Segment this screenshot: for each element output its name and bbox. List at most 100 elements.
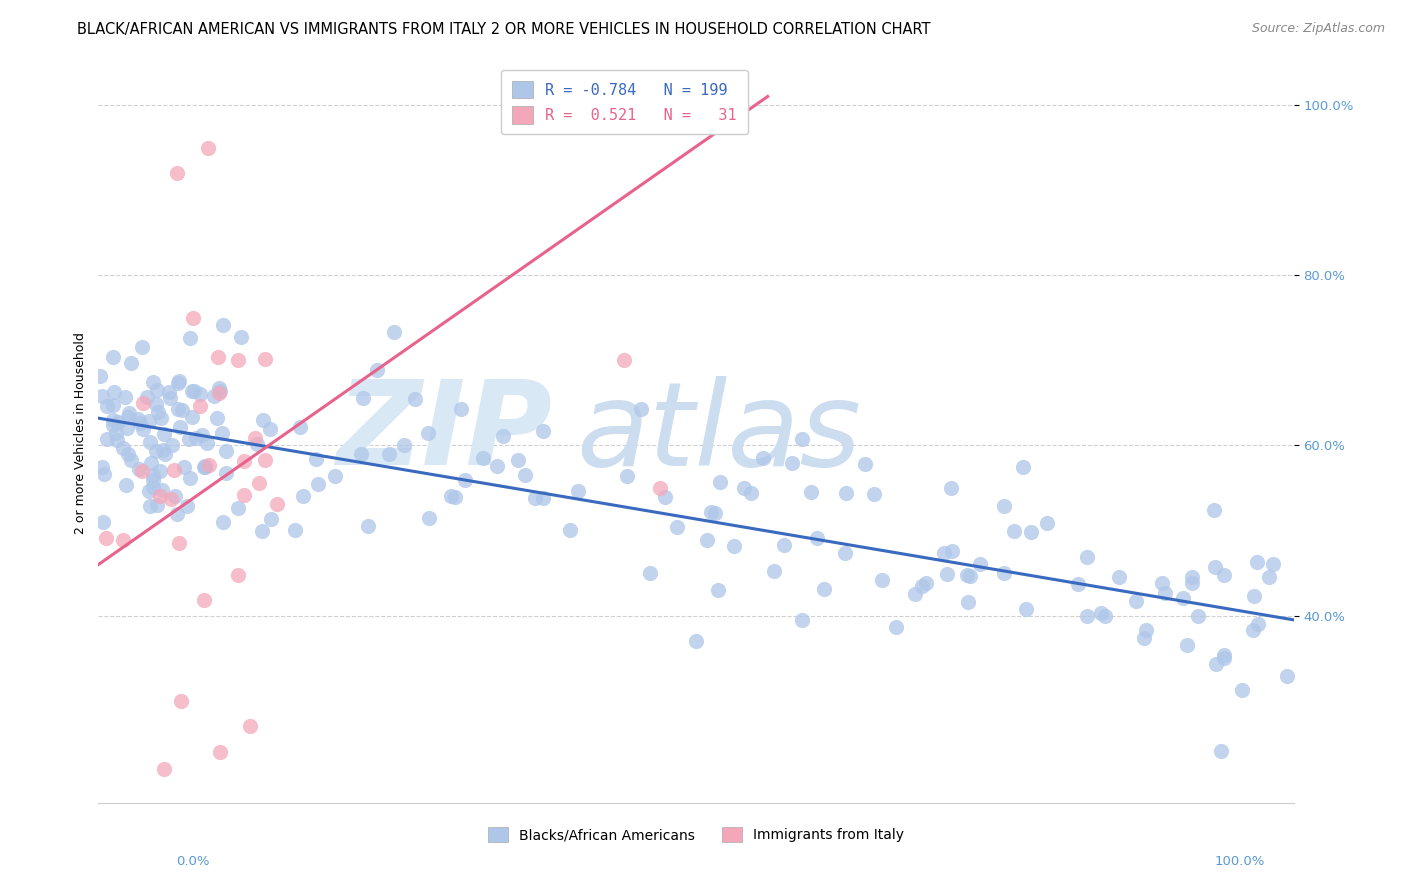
Point bbox=[1211, 744, 1233, 758]
Point bbox=[153, 426, 176, 441]
Point bbox=[239, 719, 262, 733]
Point bbox=[454, 473, 477, 487]
Text: Source: ZipAtlas.com: Source: ZipAtlas.com bbox=[1251, 22, 1385, 36]
Point bbox=[226, 567, 249, 582]
Point bbox=[418, 510, 440, 524]
Point bbox=[350, 447, 373, 461]
Point bbox=[211, 425, 233, 440]
Point bbox=[160, 438, 183, 452]
Point bbox=[197, 140, 219, 154]
Point bbox=[956, 567, 979, 582]
Point bbox=[166, 166, 188, 180]
Point bbox=[181, 310, 204, 325]
Point bbox=[1066, 576, 1088, 591]
Point bbox=[1175, 638, 1198, 652]
Point bbox=[150, 411, 173, 425]
Point bbox=[169, 374, 191, 388]
Point bbox=[142, 467, 165, 482]
Point bbox=[863, 487, 886, 501]
Point bbox=[132, 422, 155, 436]
Point bbox=[208, 386, 231, 401]
Point bbox=[855, 457, 877, 471]
Point bbox=[132, 396, 155, 410]
Point bbox=[103, 385, 125, 400]
Point bbox=[138, 434, 160, 449]
Point bbox=[120, 356, 142, 370]
Point bbox=[207, 350, 229, 364]
Point bbox=[751, 450, 773, 465]
Point bbox=[159, 391, 181, 405]
Point bbox=[139, 457, 162, 471]
Point bbox=[229, 330, 252, 344]
Point bbox=[666, 520, 689, 534]
Point bbox=[254, 452, 277, 467]
Point bbox=[531, 491, 554, 506]
Point bbox=[1243, 589, 1265, 603]
Point bbox=[800, 485, 823, 500]
Point bbox=[162, 463, 184, 477]
Point bbox=[471, 451, 494, 466]
Point bbox=[1213, 568, 1236, 582]
Point bbox=[1015, 602, 1038, 616]
Point bbox=[706, 583, 728, 598]
Point bbox=[1133, 631, 1156, 645]
Point bbox=[142, 480, 165, 494]
Point bbox=[323, 469, 346, 483]
Point bbox=[1246, 555, 1268, 569]
Point bbox=[208, 381, 231, 395]
Point bbox=[1181, 576, 1204, 591]
Point bbox=[1230, 683, 1253, 698]
Point bbox=[145, 397, 167, 411]
Point bbox=[1076, 549, 1098, 564]
Point bbox=[211, 515, 233, 529]
Point bbox=[957, 595, 980, 609]
Point bbox=[181, 410, 204, 425]
Point bbox=[246, 437, 269, 451]
Point bbox=[152, 443, 174, 458]
Point bbox=[120, 453, 142, 467]
Point bbox=[90, 389, 112, 403]
Point bbox=[165, 489, 187, 503]
Point bbox=[567, 484, 589, 499]
Point bbox=[780, 456, 803, 470]
Point bbox=[131, 340, 153, 354]
Point bbox=[212, 318, 235, 332]
Point bbox=[170, 694, 193, 708]
Point bbox=[94, 531, 117, 545]
Point bbox=[114, 390, 136, 404]
Point bbox=[790, 432, 813, 446]
Point bbox=[1181, 569, 1204, 583]
Point bbox=[105, 433, 128, 447]
Point bbox=[198, 458, 221, 473]
Point bbox=[352, 391, 374, 405]
Point bbox=[1241, 624, 1264, 638]
Point bbox=[194, 459, 217, 474]
Point bbox=[1202, 502, 1225, 516]
Point bbox=[969, 557, 991, 571]
Point bbox=[382, 325, 405, 339]
Point bbox=[194, 458, 217, 473]
Point bbox=[959, 569, 981, 583]
Point bbox=[179, 331, 201, 345]
Point bbox=[1108, 570, 1130, 584]
Point bbox=[179, 432, 201, 446]
Point bbox=[941, 543, 963, 558]
Point bbox=[131, 464, 153, 478]
Point bbox=[215, 443, 238, 458]
Point bbox=[1277, 669, 1299, 683]
Point bbox=[560, 523, 582, 537]
Point bbox=[136, 390, 159, 404]
Point bbox=[884, 619, 907, 633]
Point bbox=[378, 448, 401, 462]
Point bbox=[1205, 657, 1227, 671]
Point bbox=[443, 490, 465, 504]
Point bbox=[202, 389, 225, 403]
Point bbox=[416, 425, 439, 440]
Point bbox=[129, 416, 152, 430]
Point bbox=[392, 438, 415, 452]
Point bbox=[215, 467, 238, 481]
Text: atlas: atlas bbox=[576, 376, 862, 490]
Point bbox=[1002, 524, 1025, 538]
Point bbox=[243, 430, 266, 444]
Point bbox=[232, 488, 254, 502]
